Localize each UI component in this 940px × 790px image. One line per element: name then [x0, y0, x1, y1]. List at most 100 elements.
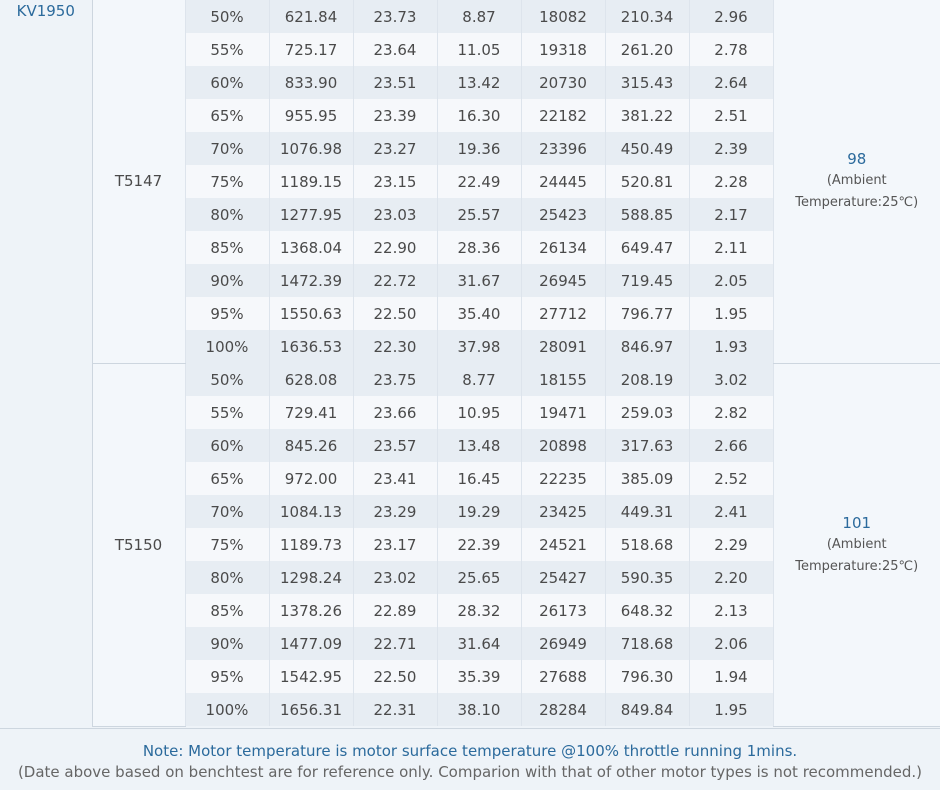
- table-cell: 1477.09: [269, 627, 353, 660]
- table-cell: 23425: [521, 495, 605, 528]
- table-cell: 729.41: [269, 396, 353, 429]
- table-cell: 385.09: [605, 462, 689, 495]
- table-cell: 85%: [185, 231, 269, 264]
- table-cell: 28284: [521, 693, 605, 726]
- note-line-2: (Date above based on benchtest are for r…: [0, 761, 940, 783]
- table-cell: 259.03: [605, 396, 689, 429]
- table-cell: 1368.04: [269, 231, 353, 264]
- table-cell: 22.71: [353, 627, 437, 660]
- table-cell: 261.20: [605, 33, 689, 66]
- table-cell: 621.84: [269, 0, 353, 33]
- table-cell: 846.97: [605, 330, 689, 363]
- table-cell: 80%: [185, 198, 269, 231]
- table-cell: 38.10: [437, 693, 521, 726]
- table-cell: 315.43: [605, 66, 689, 99]
- table-cell: 1076.98: [269, 132, 353, 165]
- table-cell: 11.05: [437, 33, 521, 66]
- table-cell: 23.66: [353, 396, 437, 429]
- table-cell: 2.28: [689, 165, 773, 198]
- table-cell: 588.85: [605, 198, 689, 231]
- table-cell: 8.77: [437, 363, 521, 396]
- table-cell: 1298.24: [269, 561, 353, 594]
- table-cell: 2.66: [689, 429, 773, 462]
- table-cell: 26173: [521, 594, 605, 627]
- table-cell: 24521: [521, 528, 605, 561]
- table-cell: 19.36: [437, 132, 521, 165]
- table-cell: 2.51: [689, 99, 773, 132]
- ambient-note: (Ambient: [774, 170, 940, 192]
- table-cell: 26945: [521, 264, 605, 297]
- footnote: Note: Motor temperature is motor surface…: [0, 728, 940, 790]
- table-cell: 1656.31: [269, 693, 353, 726]
- table-cell: 85%: [185, 594, 269, 627]
- table-cell: 796.77: [605, 297, 689, 330]
- table-cell: 18082: [521, 0, 605, 33]
- table-cell: 2.29: [689, 528, 773, 561]
- table-cell: 1084.13: [269, 495, 353, 528]
- ambient-note: (Ambient: [774, 534, 940, 556]
- table-cell: 75%: [185, 528, 269, 561]
- table-cell: 725.17: [269, 33, 353, 66]
- table-cell: 23.15: [353, 165, 437, 198]
- table-cell: 23.39: [353, 99, 437, 132]
- temperature-value: 98: [774, 148, 940, 170]
- temperature-value: 101: [774, 512, 940, 534]
- table-cell: 19471: [521, 396, 605, 429]
- table-cell: 65%: [185, 99, 269, 132]
- table-cell: 208.19: [605, 363, 689, 396]
- table-cell: 2.13: [689, 594, 773, 627]
- table-cell: 23.03: [353, 198, 437, 231]
- table-cell: 70%: [185, 132, 269, 165]
- table-cell: 35.40: [437, 297, 521, 330]
- propeller-model: T5147: [92, 0, 185, 363]
- table-cell: 22.50: [353, 660, 437, 693]
- table-cell: 19.29: [437, 495, 521, 528]
- table-cell: 22182: [521, 99, 605, 132]
- table-cell: 26134: [521, 231, 605, 264]
- table-cell: 2.11: [689, 231, 773, 264]
- table-cell: 796.30: [605, 660, 689, 693]
- table-cell: 23396: [521, 132, 605, 165]
- table-cell: 2.82: [689, 396, 773, 429]
- table-cell: 50%: [185, 0, 269, 33]
- table-cell: 22.72: [353, 264, 437, 297]
- table-cell: 22.30: [353, 330, 437, 363]
- table-cell: 845.26: [269, 429, 353, 462]
- table-cell: 2.17: [689, 198, 773, 231]
- table-cell: 95%: [185, 660, 269, 693]
- table-cell: 19318: [521, 33, 605, 66]
- table-cell: 2.41: [689, 495, 773, 528]
- table-cell: 210.34: [605, 0, 689, 33]
- table-cell: 13.48: [437, 429, 521, 462]
- table-cell: 972.00: [269, 462, 353, 495]
- table-cell: 23.57: [353, 429, 437, 462]
- table-cell: 27688: [521, 660, 605, 693]
- table-cell: 2.06: [689, 627, 773, 660]
- kv-rating: KV1950: [0, 0, 92, 726]
- table-cell: 1.95: [689, 693, 773, 726]
- table-cell: 2.96: [689, 0, 773, 33]
- table-cell: 719.45: [605, 264, 689, 297]
- table-cell: 2.39: [689, 132, 773, 165]
- table-cell: 22.39: [437, 528, 521, 561]
- table-cell: 10.95: [437, 396, 521, 429]
- ambient-temperature: Temperature:25℃): [774, 192, 940, 214]
- table-cell: 22.90: [353, 231, 437, 264]
- table-cell: 2.05: [689, 264, 773, 297]
- table-cell: 8.87: [437, 0, 521, 33]
- table-cell: 35.39: [437, 660, 521, 693]
- table-cell: 1378.26: [269, 594, 353, 627]
- table-cell: 100%: [185, 330, 269, 363]
- table-cell: 22235: [521, 462, 605, 495]
- table-cell: 23.29: [353, 495, 437, 528]
- table-cell: 3.02: [689, 363, 773, 396]
- table-cell: 28091: [521, 330, 605, 363]
- table-cell: 1189.15: [269, 165, 353, 198]
- table-cell: 23.75: [353, 363, 437, 396]
- table-cell: 23.17: [353, 528, 437, 561]
- table-cell: 90%: [185, 627, 269, 660]
- table-cell: 1189.73: [269, 528, 353, 561]
